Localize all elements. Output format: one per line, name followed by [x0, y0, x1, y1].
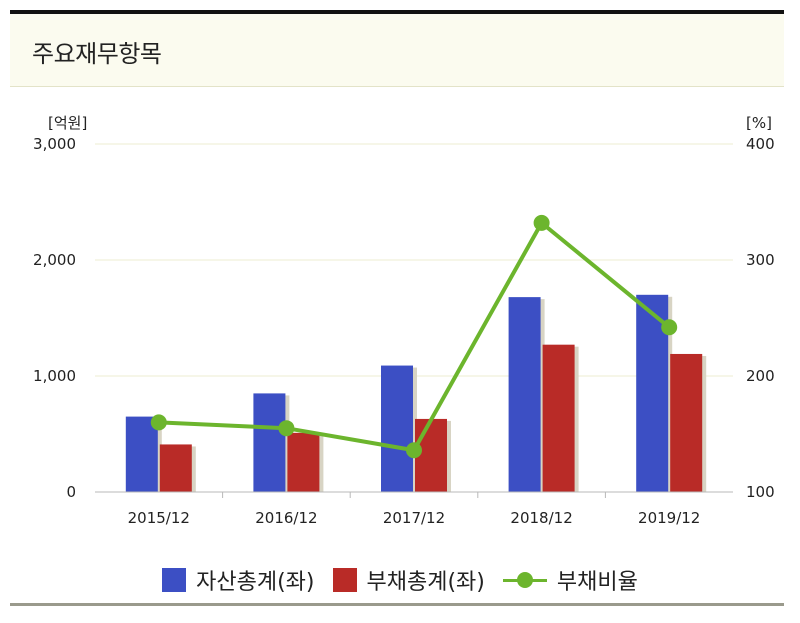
right-axis-unit: [%]	[746, 114, 772, 132]
left-axis-unit: [억원]	[48, 114, 87, 132]
page-title: 주요재무항목	[32, 40, 162, 68]
bar-liabilities	[415, 418, 447, 492]
bar-assets	[381, 365, 413, 492]
left-tick-label: 1,000	[33, 367, 76, 385]
x-tick-label: 2019/12	[638, 509, 700, 527]
debt-ratio-point	[278, 420, 295, 437]
bar-liabilities	[159, 444, 192, 492]
bar-liabilities	[670, 353, 703, 492]
debt-ratio-point	[661, 319, 678, 336]
header-bar: 주요재무항목	[10, 14, 784, 87]
legend-item-debt-ratio: 부채비율	[502, 564, 638, 596]
right-tick-label: 200	[746, 367, 775, 385]
chart: 0 100 1,000 200 2,000 300 3,000 400 2015/12 2016/…	[33, 114, 775, 527]
legend-label-assets: 자산총계(좌)	[196, 570, 315, 595]
x-tick-label: 2018/12	[510, 509, 572, 527]
right-tick-label: 100	[746, 483, 775, 501]
left-tick-label: 3,000	[33, 135, 76, 153]
ratio-line-layer	[150, 214, 678, 459]
debt-ratio-point	[406, 442, 422, 459]
legend: 자산총계(좌) 부채총계(좌) 부채비율	[0, 560, 800, 600]
x-tick-label: 2017/12	[383, 509, 445, 527]
bar-liabilities	[287, 432, 320, 492]
bar-assets	[253, 393, 286, 492]
legend-item-liabilities: 부채총계(좌)	[332, 564, 485, 596]
axes: 0 100 1,000 200 2,000 300 3,000 400 2015/12 2016/…	[33, 135, 775, 527]
legend-swatch-assets	[162, 568, 187, 592]
top-rule	[10, 10, 784, 14]
right-tick-label: 300	[746, 251, 775, 269]
x-tick-label: 2016/12	[255, 509, 317, 527]
right-tick-label: 400	[746, 135, 775, 153]
x-tick-label: 2015/12	[128, 509, 190, 527]
debt-ratio-point	[150, 414, 167, 431]
bars	[125, 294, 707, 492]
legend-label-debt-ratio: 부채비율	[556, 570, 638, 595]
left-tick-label: 0	[66, 483, 76, 501]
bar-assets	[508, 297, 541, 492]
bottom-rule	[10, 603, 784, 606]
bar-assets	[125, 416, 158, 492]
legend-item-assets: 자산총계(좌)	[162, 564, 315, 596]
bar-liabilities	[542, 344, 575, 492]
legend-label-liabilities: 부채총계(좌)	[366, 570, 485, 595]
debt-ratio-point	[533, 214, 550, 231]
legend-swatch-liabilities	[332, 568, 357, 592]
legend-line-debt-ratio	[502, 568, 547, 592]
left-tick-label: 2,000	[33, 251, 76, 269]
